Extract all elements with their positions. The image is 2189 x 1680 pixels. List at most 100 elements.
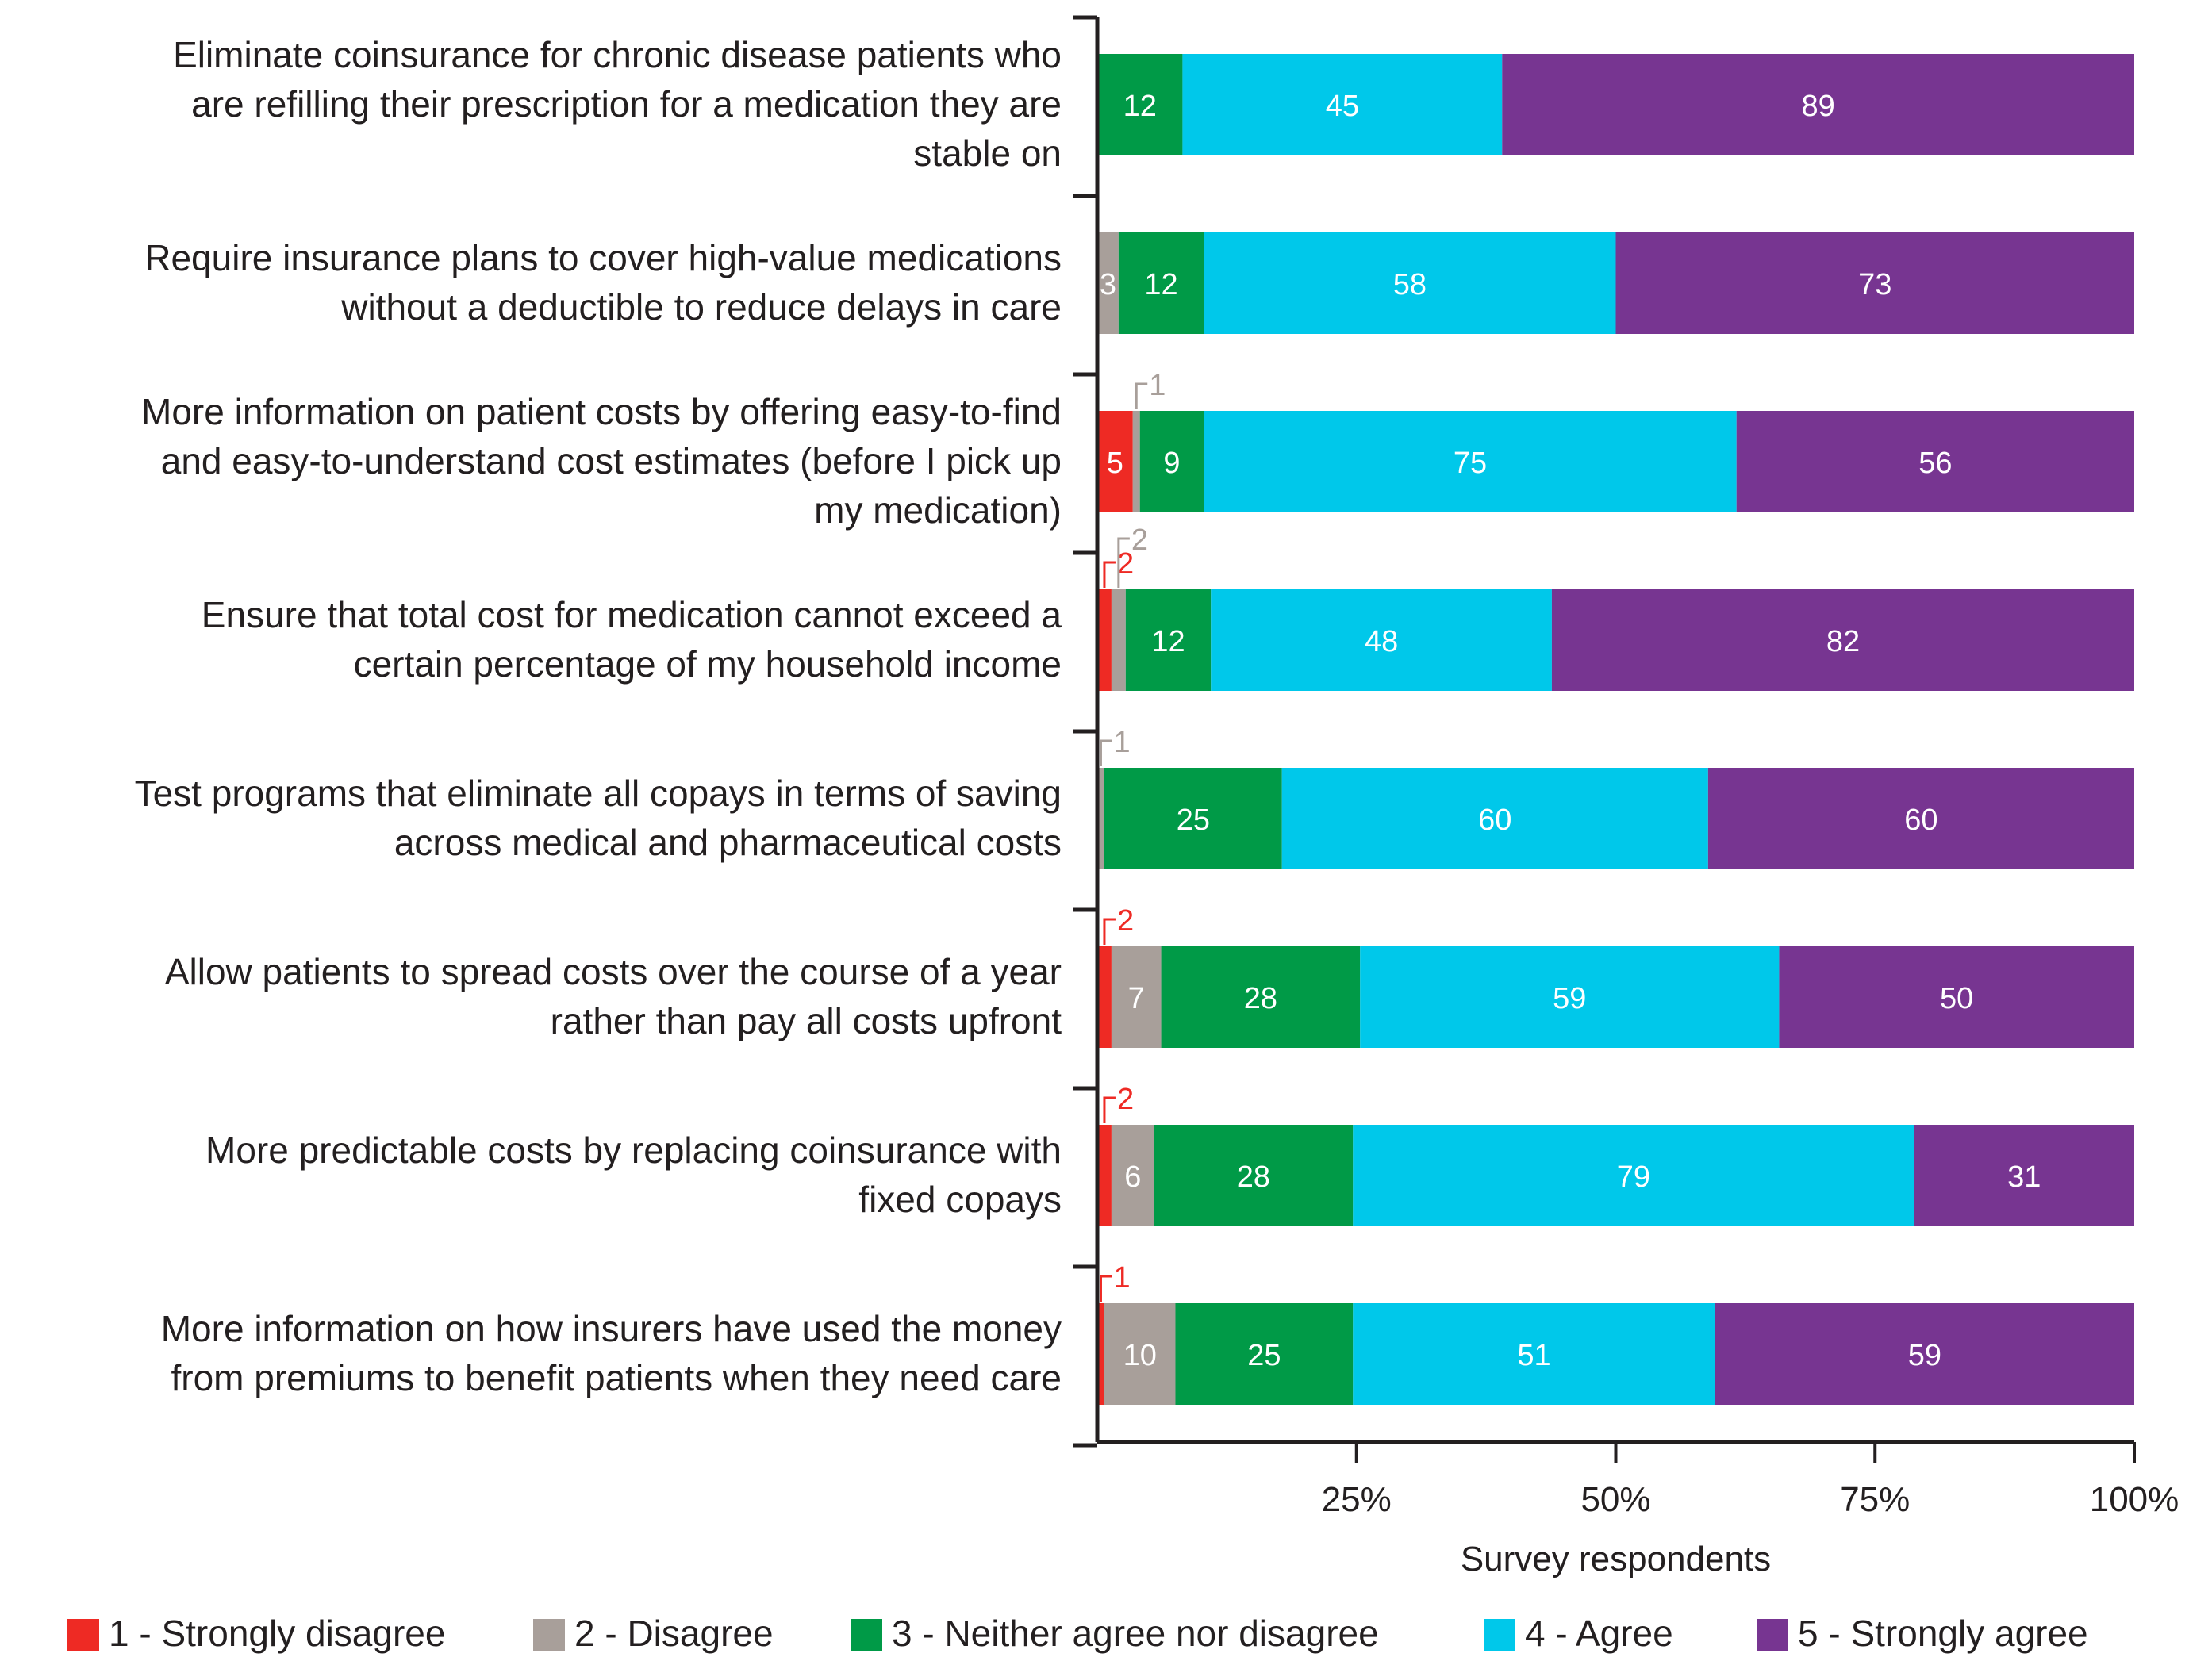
segment-value-label: 9 — [1163, 447, 1180, 480]
bar-segment — [1097, 589, 1112, 691]
bar-segment — [1097, 411, 1133, 512]
category-label-line: More information on how insurers have us… — [161, 1308, 1062, 1349]
category-label-line: More information on patient costs by off… — [141, 391, 1062, 432]
legend-item: 4 - Agree — [1484, 1613, 1673, 1654]
bar-segment — [1615, 232, 2134, 334]
segment-value-label: 51 — [1517, 1339, 1550, 1372]
legend-label: 2 - Disagree — [574, 1613, 774, 1654]
category-label-line: without a deductible to reduce delays in… — [340, 286, 1062, 328]
bar-segment — [1204, 232, 1616, 334]
bar-segment — [1360, 946, 1780, 1048]
bar-segment — [1551, 589, 2134, 691]
bar-segment — [1097, 1125, 1112, 1226]
category-label: More information on how insurers have us… — [161, 1308, 1062, 1398]
segment-value-label: 82 — [1826, 625, 1860, 658]
segment-value-label: 25 — [1177, 804, 1210, 837]
category-label-line: certain percentage of my household incom… — [354, 643, 1062, 685]
legend-item: 1 - Strongly disagree — [67, 1613, 445, 1654]
legend-label: 5 - Strongly agree — [1798, 1613, 2088, 1654]
segment-value-label: 56 — [1918, 447, 1952, 480]
bar-segment — [1097, 768, 1104, 869]
segment-value-label: 73 — [1858, 268, 1891, 301]
callout-value-label: 1 — [1149, 369, 1166, 402]
bar-segment — [1175, 1303, 1354, 1405]
bar-segment — [1139, 411, 1204, 512]
callout-value-label: 2 — [1117, 547, 1134, 581]
category-label: Eliminate coinsurance for chronic diseas… — [173, 34, 1062, 174]
callout-line — [1103, 561, 1116, 588]
bar-segment — [1182, 54, 1503, 155]
legend: 1 - Strongly disagree 2 - Disagree 3 - Nei… — [67, 1613, 2088, 1654]
callout-line — [1117, 537, 1130, 588]
category-label-line: from premiums to benefit patients when t… — [171, 1357, 1062, 1398]
category-labels: Eliminate coinsurance for chronic diseas… — [135, 34, 1062, 1398]
category-label: Require insurance plans to cover high-va… — [144, 237, 1062, 328]
bar-segment — [1736, 411, 2134, 512]
category-label-line: are refilling their prescription for a m… — [191, 83, 1062, 125]
bar-segment — [1707, 768, 2134, 869]
bar-segment — [1204, 411, 1737, 512]
segment-value-label: 79 — [1617, 1160, 1650, 1194]
category-label-line: across medical and pharmaceutical costs — [394, 822, 1062, 863]
segment-value-label: 6 — [1124, 1160, 1141, 1194]
bar-segment — [1118, 232, 1204, 334]
x-tick-label: 75% — [1840, 1480, 1910, 1519]
category-label-line: Require insurance plans to cover high-va… — [144, 237, 1062, 278]
callout-line — [1099, 739, 1112, 766]
category-label: More information on patient costs by off… — [141, 391, 1062, 531]
x-tick-label: 25% — [1322, 1480, 1392, 1519]
callout-value-label: 1 — [1113, 1261, 1130, 1295]
segment-value-label: 10 — [1123, 1339, 1157, 1372]
bar-segment — [1111, 1125, 1154, 1226]
segment-value-label: 12 — [1123, 90, 1157, 123]
category-label-line: rather than pay all costs upfront — [551, 1000, 1062, 1041]
bar-segment — [1914, 1125, 2134, 1226]
x-axis-title: Survey respondents — [1461, 1540, 1771, 1578]
legend-swatch — [1757, 1619, 1788, 1651]
bar-segment — [1125, 589, 1212, 691]
segment-value-label: 28 — [1244, 982, 1277, 1015]
category-label: More predictable costs by replacing coin… — [205, 1130, 1062, 1220]
bar-segment — [1715, 1303, 2134, 1405]
legend-label: 3 - Neither agree nor disagree — [892, 1613, 1379, 1654]
segment-value-label: 45 — [1326, 90, 1359, 123]
segment-value-label: 31 — [2007, 1160, 2041, 1194]
legend-swatch — [533, 1619, 565, 1651]
category-label: Ensure that total cost for medication ca… — [202, 594, 1062, 685]
bar-segment — [1281, 768, 1708, 869]
bar-segment — [1779, 946, 2134, 1048]
bar-segment — [1104, 768, 1282, 869]
segment-value-label: 25 — [1247, 1339, 1281, 1372]
bar-segment — [1211, 589, 1552, 691]
category-label-line: Eliminate coinsurance for chronic diseas… — [173, 34, 1062, 75]
segment-value-label: 12 — [1144, 268, 1177, 301]
category-label: Allow patients to spread costs over the … — [165, 951, 1062, 1041]
segment-value-label: 3 — [1100, 268, 1116, 301]
callout-value-label: 2 — [1117, 904, 1134, 938]
legend-label: 4 - Agree — [1525, 1613, 1673, 1654]
callout-line — [1103, 1096, 1116, 1123]
bar-segment — [1111, 589, 1126, 691]
bar-segment — [1097, 1303, 1104, 1405]
segment-value-label: 58 — [1393, 268, 1427, 301]
callout-line — [1099, 1275, 1112, 1302]
segment-value-label: 75 — [1454, 447, 1487, 480]
callout-line — [1135, 382, 1148, 409]
bar-segment — [1132, 411, 1140, 512]
legend-swatch — [851, 1619, 882, 1651]
segment-value-label: 59 — [1553, 982, 1586, 1015]
legend-swatch — [67, 1619, 99, 1651]
bar-segment — [1353, 1303, 1715, 1405]
segment-value-label: 50 — [1940, 982, 1973, 1015]
bar-segment — [1111, 946, 1162, 1048]
segment-value-label: 60 — [1904, 804, 1937, 837]
category-label-line: Test programs that eliminate all copays … — [135, 773, 1062, 814]
legend-swatch — [1484, 1619, 1515, 1651]
legend-item: 2 - Disagree — [533, 1613, 774, 1654]
segment-value-label: 48 — [1365, 625, 1398, 658]
segment-value-label: 7 — [1128, 982, 1145, 1015]
bar-segment — [1097, 232, 1119, 334]
axis-layer: 25% 50% 75% 100% Survey respondents — [1073, 15, 2179, 1578]
